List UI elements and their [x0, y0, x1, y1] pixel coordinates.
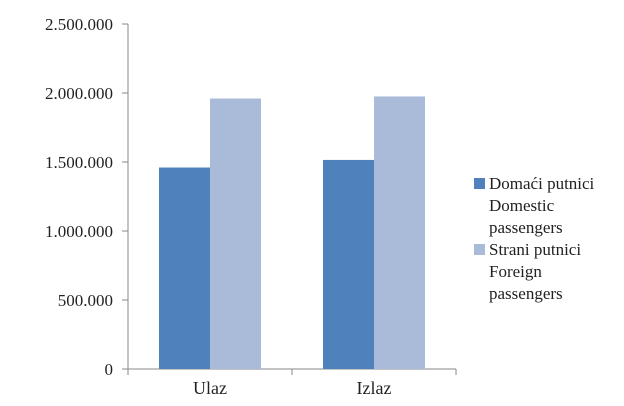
legend-swatch [474, 178, 485, 189]
axis-labels: 0 500.000 1.000.000 1.500.000 2.000.000 2.500… [45, 15, 391, 398]
bar-ulaz-series-2 [210, 98, 261, 370]
legend-label: Strani putnici Foreign passengers [489, 240, 581, 303]
bar-izlaz-series-2 [374, 96, 425, 369]
x-category-label: Izlaz [357, 378, 392, 398]
x-category-label: Ulaz [193, 378, 227, 398]
y-tick-label: 2.000.000 [45, 84, 113, 103]
y-tick-label: 2.500.000 [45, 15, 113, 34]
y-tick-label: 1.500.000 [45, 153, 113, 172]
legend-label: Domaći putnici Domestic passengers [489, 174, 595, 237]
y-tick-label: 0 [105, 360, 114, 379]
bar-ulaz-series-1 [159, 167, 210, 369]
bars [159, 96, 425, 370]
legend-swatch [474, 244, 485, 255]
y-tick-label: 500.000 [58, 291, 113, 310]
bar-izlaz-series-1 [323, 159, 374, 369]
y-tick-label: 1.000.000 [45, 222, 113, 241]
